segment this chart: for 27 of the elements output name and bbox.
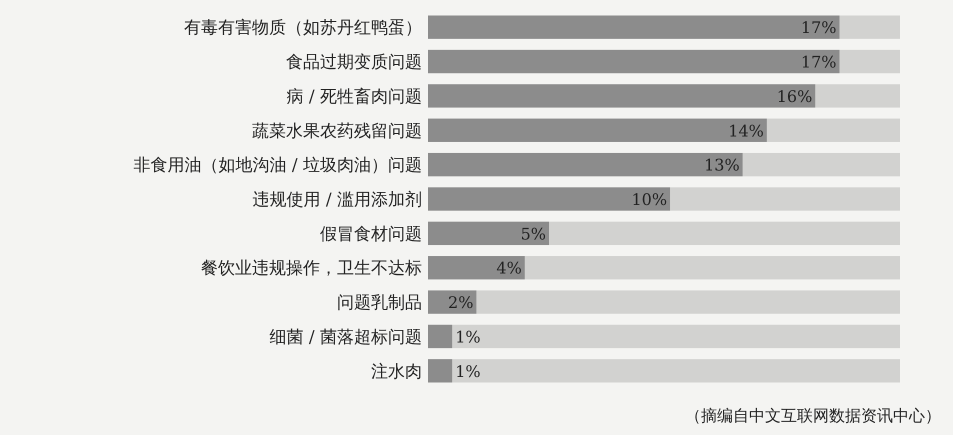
data-label: 10%: [631, 190, 668, 209]
bar: [428, 290, 476, 314]
bar: [428, 324, 452, 348]
y-tick-label: 病 / 死牲畜肉问题: [286, 86, 422, 107]
y-tick-label: 有毒有害物质（如苏丹红鸭蛋）: [184, 18, 422, 38]
y-tick-label: 违规使用 / 滥用添加剂: [252, 190, 422, 210]
data-label: 13%: [704, 156, 740, 175]
y-tick-label: 假冒食材问题: [320, 224, 422, 244]
data-label: 2%: [448, 293, 474, 312]
y-tick-label: 细菌 / 菌落超标问题: [269, 327, 422, 348]
y-tick-label: 问题乳制品: [337, 293, 422, 314]
bar: [428, 359, 452, 382]
y-tick-label: 餐饮业违规操作，卫生不达标: [201, 258, 422, 279]
data-label: 1%: [455, 327, 481, 346]
y-tick-label: 食品过期变质问题: [286, 52, 422, 73]
data-label: 1%: [455, 362, 481, 381]
data-label: 16%: [776, 86, 812, 106]
data-label: 14%: [728, 121, 764, 140]
text: （摘编自中文互联网数据资讯中心）: [685, 406, 941, 425]
data-label: 4%: [496, 258, 522, 278]
data-label: 17%: [800, 52, 836, 72]
y-tick-label: 注水肉: [371, 362, 422, 382]
y-tick-label: 非食用油（如地沟油 / 垃圾肉油）问题: [133, 156, 422, 176]
bar: [428, 256, 525, 280]
data-label: 17%: [800, 18, 836, 38]
data-label: 5%: [520, 224, 546, 244]
y-tick-label: 蔬菜水果农药残留问题: [252, 121, 422, 142]
